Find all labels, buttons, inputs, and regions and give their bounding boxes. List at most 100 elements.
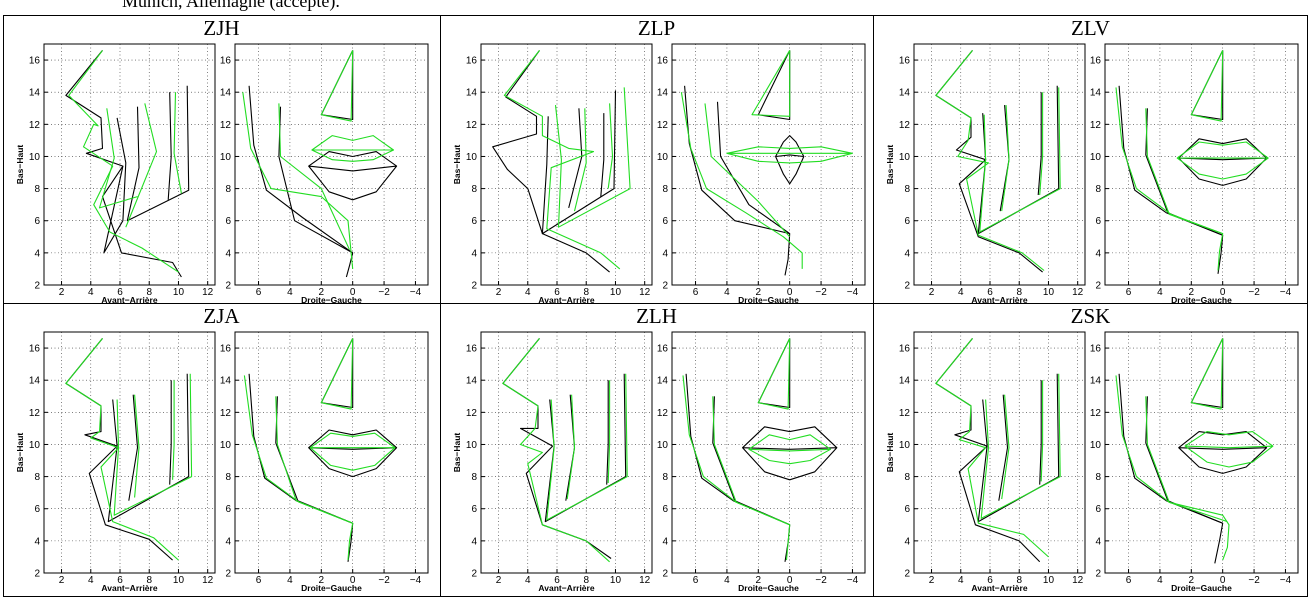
y-tick-label: 10 (466, 440, 478, 451)
x-tick-label: −4 (847, 575, 859, 586)
x-tick-label: 10 (610, 287, 622, 298)
axes-background (235, 44, 428, 285)
y-tick-label: 6 (225, 216, 231, 227)
x-tick-label: 6 (1126, 575, 1132, 586)
y-tick-label: 4 (1095, 536, 1101, 547)
y-tick-label: 4 (471, 248, 477, 259)
y-tick-label: 6 (662, 216, 668, 227)
x-axis-label: Droite−Gauche (301, 583, 362, 593)
y-tick-label: 10 (220, 440, 232, 451)
x-tick-label: −4 (1280, 575, 1292, 586)
x-tick-label: 4 (287, 575, 293, 586)
y-tick-label: 16 (29, 344, 41, 355)
y-tick-label: 8 (225, 184, 231, 195)
y-tick-label: 8 (662, 184, 668, 195)
y-tick-label: 4 (662, 248, 668, 259)
y-tick-label: 10 (1090, 152, 1102, 163)
y-tick-label: 2 (34, 569, 40, 580)
y-tick-label: 12 (466, 120, 478, 131)
y-tick-label: 2 (904, 281, 910, 292)
y-axis-label: Bas−Haut (885, 145, 895, 185)
figure: Munich, Allemagne (accepté). ZJHZLPZLVZJ… (0, 0, 1311, 599)
axes-background (235, 332, 428, 573)
y-tick-label: 12 (657, 120, 669, 131)
x-tick-label: 4 (1157, 575, 1163, 586)
y-tick-label: 12 (29, 120, 41, 131)
y-tick-label: 6 (1095, 216, 1101, 227)
x-tick-label: 4 (88, 287, 94, 298)
y-tick-label: 2 (1095, 569, 1101, 580)
y-tick-label: 10 (220, 152, 232, 163)
x-tick-label: 4 (88, 575, 94, 586)
y-tick-label: 6 (662, 504, 668, 515)
y-tick-label: 4 (34, 248, 40, 259)
y-tick-label: 14 (466, 376, 478, 387)
x-axis-label: Avant−Arrière (971, 295, 1027, 305)
y-tick-label: 4 (225, 536, 231, 547)
y-tick-label: 2 (34, 281, 40, 292)
y-tick-label: 8 (1095, 184, 1101, 195)
panel-title: ZJA (203, 304, 240, 328)
y-tick-label: 4 (1095, 248, 1101, 259)
header-text: Munich, Allemagne (accepté). (122, 0, 340, 12)
y-tick-label: 12 (657, 408, 669, 419)
y-tick-label: 10 (1090, 440, 1102, 451)
y-tick-label: 2 (662, 569, 668, 580)
y-tick-label: 8 (662, 472, 668, 483)
x-axis-label: Avant−Arrière (101, 583, 157, 593)
y-tick-label: 2 (225, 281, 231, 292)
y-tick-label: 8 (471, 472, 477, 483)
x-axis-label: Droite−Gauche (738, 583, 799, 593)
y-tick-label: 6 (471, 504, 477, 515)
y-tick-label: 16 (220, 344, 232, 355)
y-tick-label: 10 (899, 152, 911, 163)
y-tick-label: 14 (220, 88, 232, 99)
y-axis-label: Bas−Haut (452, 145, 462, 185)
x-tick-label: 4 (525, 575, 531, 586)
x-tick-label: 12 (1072, 287, 1084, 298)
x-tick-label: 12 (639, 287, 651, 298)
x-tick-label: −4 (410, 575, 422, 586)
y-tick-label: 16 (466, 344, 478, 355)
x-tick-label: 2 (59, 575, 65, 586)
y-tick-label: 4 (904, 536, 910, 547)
y-tick-label: 14 (1090, 376, 1102, 387)
y-tick-label: 2 (904, 569, 910, 580)
y-tick-label: 10 (657, 440, 669, 451)
y-tick-label: 14 (899, 376, 911, 387)
panel-title: ZLH (636, 304, 677, 328)
y-tick-label: 10 (29, 440, 41, 451)
x-tick-label: 4 (287, 287, 293, 298)
x-axis-label: Avant−Arrière (101, 295, 157, 305)
y-tick-label: 10 (466, 152, 478, 163)
y-tick-label: 16 (899, 56, 911, 67)
y-axis-label: Bas−Haut (452, 433, 462, 473)
y-tick-label: 8 (471, 184, 477, 195)
y-tick-label: 12 (220, 408, 232, 419)
y-tick-label: 8 (904, 472, 910, 483)
y-tick-label: 16 (220, 56, 232, 67)
x-tick-label: 6 (1126, 287, 1132, 298)
x-tick-label: −2 (815, 575, 827, 586)
x-tick-label: 12 (202, 287, 214, 298)
x-tick-label: 6 (693, 575, 699, 586)
x-tick-label: 2 (496, 575, 502, 586)
y-tick-label: 4 (662, 536, 668, 547)
y-tick-label: 14 (29, 88, 41, 99)
x-tick-label: −4 (410, 287, 422, 298)
x-axis-label: Droite−Gauche (738, 295, 799, 305)
axes-background (481, 44, 652, 285)
x-tick-label: −2 (1248, 287, 1260, 298)
y-tick-label: 6 (904, 216, 910, 227)
x-tick-label: 10 (1043, 287, 1055, 298)
y-tick-label: 12 (29, 408, 41, 419)
x-tick-label: 4 (958, 575, 964, 586)
y-tick-label: 8 (904, 184, 910, 195)
x-tick-label: 4 (724, 575, 730, 586)
x-axis-label: Droite−Gauche (1171, 583, 1232, 593)
x-tick-label: 10 (173, 575, 185, 586)
y-tick-label: 6 (1095, 504, 1101, 515)
x-tick-label: −2 (1248, 575, 1260, 586)
panel-title: ZLV (1071, 16, 1110, 40)
y-tick-label: 4 (34, 536, 40, 547)
